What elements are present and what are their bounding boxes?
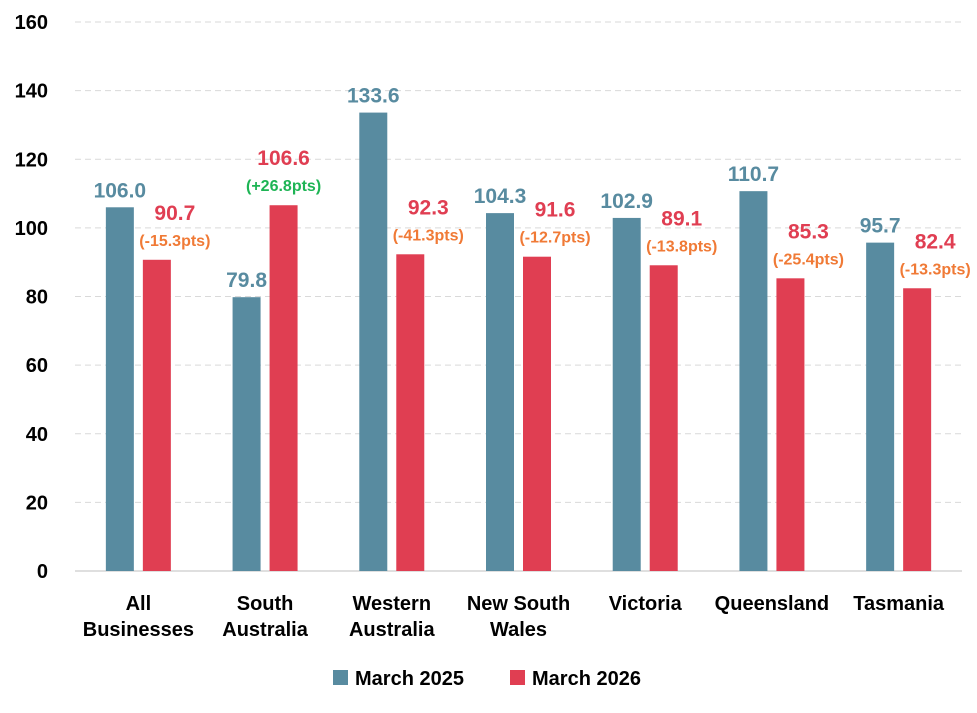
- y-tick-label: 80: [26, 287, 48, 309]
- legend-swatch: [510, 670, 525, 685]
- change-label: (-25.4pts): [773, 251, 844, 268]
- y-tick-label: 60: [26, 355, 48, 377]
- data-label-march-2025: 79.8: [226, 269, 267, 292]
- change-label: (+26.8pts): [246, 178, 321, 195]
- x-tick-label: Australia: [222, 619, 308, 641]
- bar-march-2025: [612, 217, 641, 571]
- data-label-march-2025: 95.7: [860, 215, 901, 238]
- data-label-march-2026: 85.3: [788, 220, 829, 243]
- bar-march-2026: [142, 259, 171, 571]
- y-tick-label: 140: [15, 81, 48, 103]
- legend-label: March 2026: [532, 668, 641, 690]
- y-tick-label: 120: [15, 149, 48, 171]
- bar-march-2026: [269, 205, 298, 571]
- bar-march-2025: [739, 191, 768, 571]
- change-label: (-13.3pts): [900, 261, 971, 278]
- data-label-march-2026: 91.6: [535, 199, 576, 222]
- bar-march-2026: [396, 254, 425, 571]
- bar-march-2025: [486, 213, 514, 572]
- legend-swatch: [333, 670, 348, 685]
- bar-march-2026: [903, 288, 932, 571]
- data-label-march-2025: 106.0: [94, 179, 147, 202]
- x-tick-label: Businesses: [83, 619, 194, 641]
- y-tick-label: 0: [37, 561, 48, 583]
- data-label-march-2026: 106.6: [257, 147, 310, 170]
- data-label-march-2026: 92.3: [408, 196, 449, 219]
- data-label-march-2026: 89.1: [661, 207, 702, 230]
- bar-march-2026: [649, 265, 678, 571]
- legend-label: March 2025: [355, 668, 464, 690]
- change-label: (-12.7pts): [519, 230, 590, 247]
- bar-march-2025: [866, 242, 895, 571]
- x-tick-label: Western: [353, 593, 432, 615]
- x-tick-label: South: [237, 593, 294, 615]
- change-label: (-41.3pts): [393, 227, 464, 244]
- bar-march-2026: [776, 278, 805, 571]
- y-tick-label: 160: [15, 12, 48, 34]
- bar-march-2025: [105, 207, 134, 571]
- y-tick-label: 100: [15, 218, 48, 240]
- bar-march-2025: [232, 297, 261, 571]
- y-tick-label: 20: [26, 492, 48, 514]
- x-tick-label: Australia: [349, 619, 435, 641]
- change-label: (-15.3pts): [139, 233, 210, 250]
- bar-march-2025: [359, 112, 388, 572]
- x-tick-label: Queensland: [715, 593, 829, 615]
- bar-march-2026: [523, 256, 551, 571]
- x-tick-label: All: [126, 593, 152, 615]
- data-label-march-2026: 82.4: [915, 230, 956, 253]
- data-label-march-2025: 104.3: [474, 185, 527, 208]
- data-label-march-2025: 133.6: [347, 85, 400, 108]
- data-label-march-2025: 110.7: [728, 163, 779, 186]
- data-label-march-2026: 90.7: [154, 202, 195, 225]
- y-tick-label: 40: [26, 424, 48, 446]
- data-label-march-2025: 102.9: [600, 190, 653, 213]
- x-tick-label: Victoria: [609, 593, 683, 615]
- change-label: (-13.8pts): [646, 238, 717, 255]
- x-tick-label: Wales: [490, 619, 547, 641]
- x-tick-label: Tasmania: [853, 593, 945, 615]
- x-tick-label: New South: [467, 593, 570, 615]
